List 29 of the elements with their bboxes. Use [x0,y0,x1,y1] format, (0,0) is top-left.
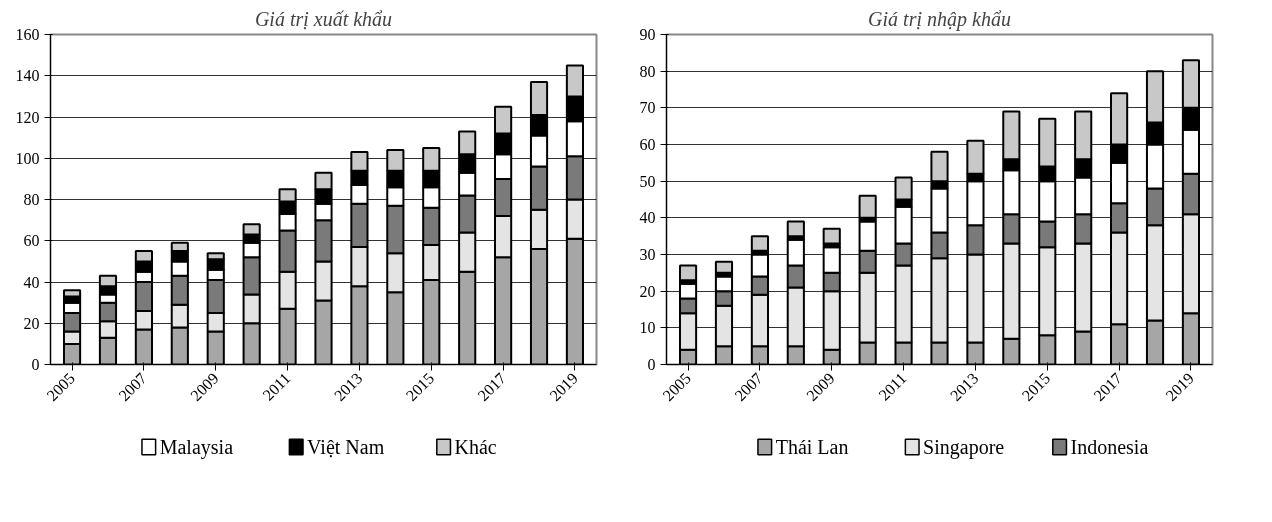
chart-title: Giá trị xuất khẩu [254,7,393,30]
y-tick-label: 20 [639,282,656,300]
y-tick-label: 10 [639,319,656,337]
legend-label: Singapore [923,436,1005,459]
y-tick-label: 80 [23,191,40,208]
y-tick-label: 40 [639,209,656,227]
y-tick-label: 0 [647,356,656,373]
y-tick-label: 80 [639,62,656,80]
y-tick-label: 60 [23,232,40,250]
y-tick-label: 90 [639,26,656,43]
x-tick-label: 2011 [259,369,294,404]
y-tick-label: 60 [639,136,656,153]
chart-title: Giá trị nhập khẩu [868,7,1011,31]
y-tick-label: 140 [15,67,40,85]
y-tick-label: 160 [15,26,40,43]
y-tick-label: 40 [23,273,40,291]
legend-label: Malaysia [159,436,234,459]
y-tick-label: 120 [15,108,40,126]
y-tick-label: 70 [639,99,656,117]
y-tick-label: 30 [639,246,656,263]
y-tick-label: 0 [31,356,40,373]
y-tick-label: 100 [15,149,40,167]
x-tick-label: 2011 [875,369,910,404]
legend-label: Khác [454,436,497,458]
legend-label: Indonesia [1070,436,1149,458]
legend-label: Việt Nam [307,436,385,458]
y-tick-label: 20 [23,314,40,332]
legend-label: Thái Lan [775,436,849,458]
y-tick-label: 50 [639,172,656,190]
